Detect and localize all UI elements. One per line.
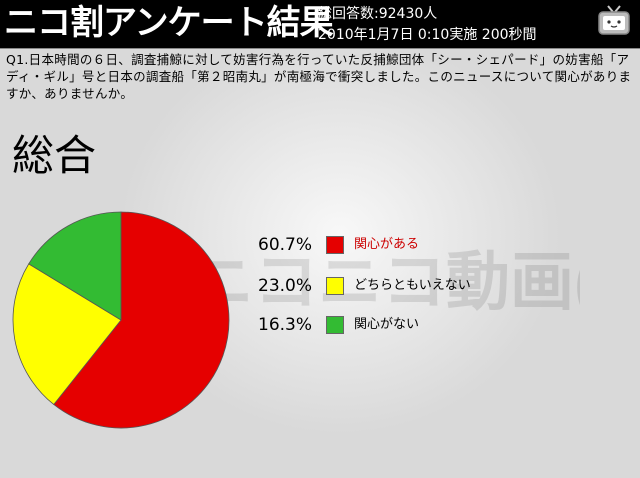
tv-icon [598,5,630,35]
legend-swatch-yellow [326,277,344,295]
page-title: ニコ割アンケート結果 [4,3,334,43]
pie-chart [12,211,230,429]
survey-datetime: 2010年1月7日 0:10実施 200秒間 [318,27,537,43]
result-panel: Q1.日本時間の６日、調査捕鯨に対して妨害行為を行っていた反捕鯨団体「シー・シェ… [0,48,640,478]
legend-label: 関心がない [354,317,420,332]
pie-slice-3 [28,211,122,321]
legend-swatch-green [326,316,344,334]
pie-slice-2 [12,263,122,406]
legend-value: 23.0% [258,276,313,296]
watermark-logo: ニコニコ動画(9) [190,246,580,318]
legend-label: どちらともいえない [354,278,471,293]
watermark-text: ニコニコ動画(9) [190,246,580,318]
legend-label: 関心がある [354,237,420,252]
legend-value: 16.3% [258,315,313,335]
total-answers: 総回答数:92430人 [318,6,438,22]
question-text: Q1.日本時間の６日、調査捕鯨に対して妨害行為を行っていた反捕鯨団体「シー・シェ… [6,52,632,101]
legend-value: 60.7% [258,235,313,255]
summary-label: 総合 [12,131,97,180]
legend-swatch-red [326,236,344,254]
pie-slice-1 [53,211,230,429]
header-bar: ニコ割アンケート結果 総回答数:92430人 2010年1月7日 0:10実施 … [0,0,640,48]
